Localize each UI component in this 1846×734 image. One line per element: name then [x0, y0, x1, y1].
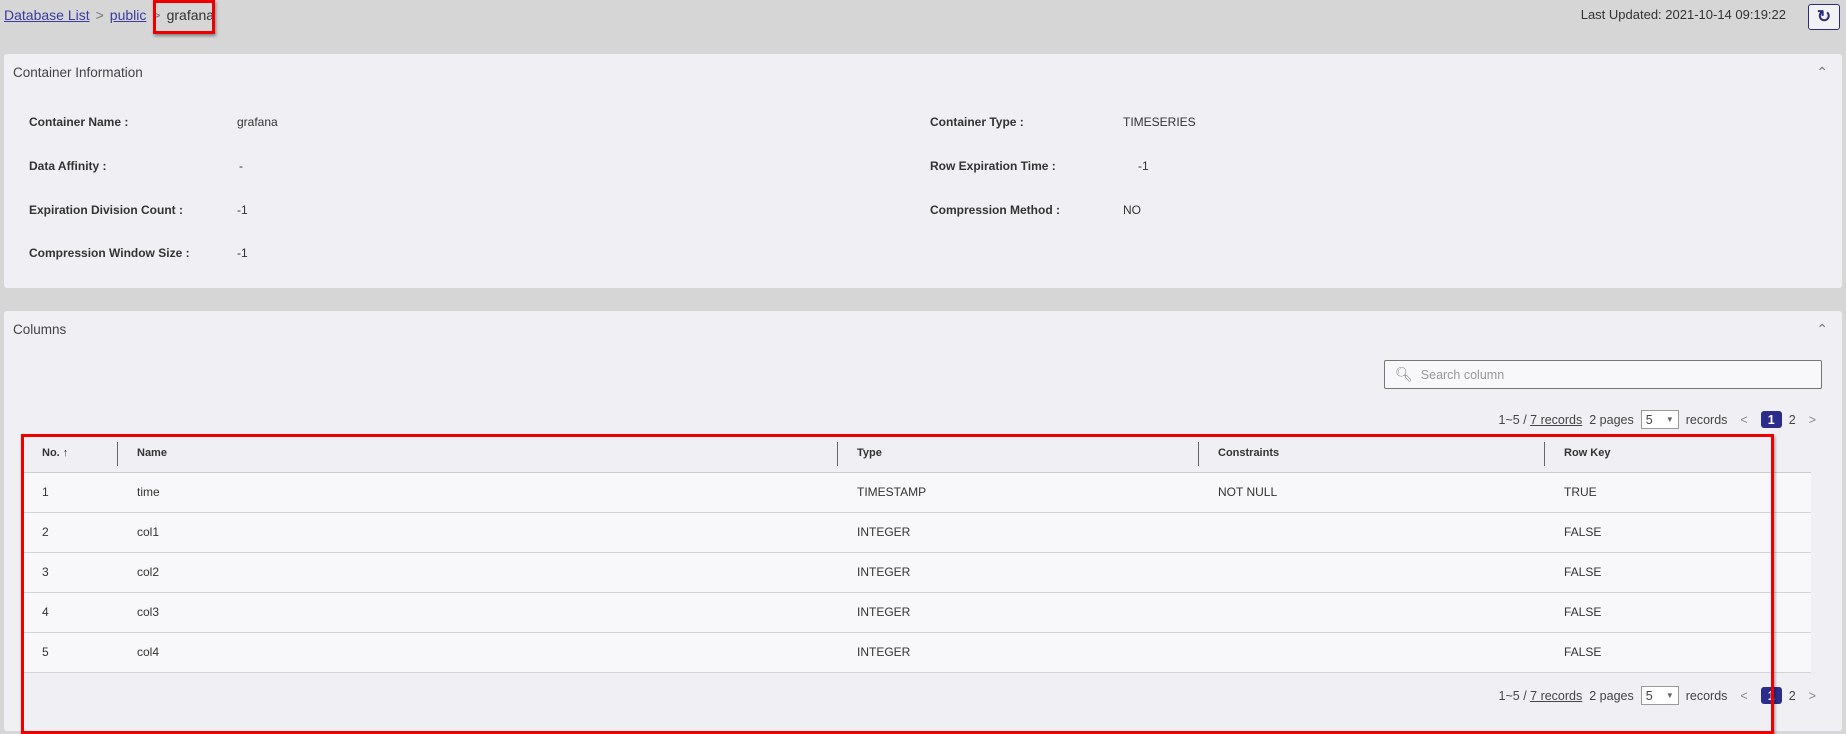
breadcrumb-database-list[interactable]: Database List — [4, 7, 90, 23]
cell-no: 4 — [22, 592, 117, 633]
chevron-right-icon: > — [95, 7, 104, 23]
cell-row-key: TRUE — [1544, 472, 1811, 513]
cell-name: col2 — [117, 552, 837, 593]
page-2-button[interactable]: 2 — [1788, 412, 1796, 427]
breadcrumb-current: grafana — [166, 7, 215, 23]
cell-row-key: FALSE — [1544, 632, 1811, 673]
cell-row-key: FALSE — [1544, 512, 1811, 553]
caret-down-icon: ▼ — [1665, 691, 1674, 700]
header-constraints[interactable]: Constraints — [1198, 435, 1544, 473]
collapse-chevron-icon[interactable]: ⌃ — [1816, 64, 1828, 80]
page-size-select[interactable]: 5 ▼ — [1640, 410, 1679, 429]
search-column-input[interactable]: 🔍︎ Search column — [1384, 360, 1822, 389]
cell-no: 1 — [22, 472, 117, 513]
cell-name: col3 — [117, 592, 837, 633]
field-value: -1 — [237, 203, 248, 217]
search-placeholder: Search column — [1420, 367, 1505, 382]
cell-type: TIMESTAMP — [837, 472, 1198, 513]
cell-constraints — [1198, 512, 1544, 553]
records-label: records — [1685, 412, 1728, 427]
cell-no: 2 — [22, 512, 117, 553]
cell-name: time — [117, 472, 837, 513]
table-row[interactable]: 4 col3 INTEGER FALSE — [22, 592, 1811, 633]
table-row[interactable]: 2 col1 INTEGER FALSE — [22, 512, 1811, 553]
prev-page-icon[interactable]: < — [1740, 412, 1748, 427]
cell-type: INTEGER — [837, 632, 1198, 673]
refresh-button[interactable]: ↻ — [1808, 4, 1840, 30]
next-page-icon[interactable]: > — [1808, 688, 1816, 703]
panel-title: Container Information — [13, 65, 143, 80]
search-icon: 🔍︎ — [1395, 366, 1413, 382]
field-value: -1 — [1138, 159, 1149, 173]
table-row[interactable]: 5 col4 INTEGER FALSE — [22, 632, 1811, 673]
cell-row-key: FALSE — [1544, 552, 1811, 593]
next-page-icon[interactable]: > — [1808, 412, 1816, 427]
page-size-value: 5 — [1645, 412, 1653, 427]
cell-constraints — [1198, 632, 1544, 673]
highlight-box — [21, 434, 1774, 734]
field-label: Row Expiration Time : — [930, 159, 1056, 173]
cell-name: col1 — [117, 512, 837, 553]
cell-no: 3 — [22, 552, 117, 593]
cell-row-key: FALSE — [1544, 592, 1811, 633]
breadcrumb: Database List > public > grafana — [4, 7, 214, 23]
refresh-icon: ↻ — [1816, 7, 1832, 26]
table-row[interactable]: 3 col2 INTEGER FALSE — [22, 552, 1811, 593]
page-count: 2 pages — [1589, 412, 1634, 427]
container-information-panel: Container Information ⌃ Container Name :… — [4, 54, 1842, 288]
records-range: 1~5 / — [1498, 688, 1531, 703]
page-2-button[interactable]: 2 — [1788, 688, 1796, 703]
cell-name: col4 — [117, 632, 837, 673]
collapse-chevron-icon[interactable]: ⌃ — [1816, 321, 1828, 337]
page-size-select[interactable]: 5 ▼ — [1640, 686, 1679, 705]
field-label: Container Type : — [930, 115, 1024, 129]
field-value: TIMESERIES — [1123, 115, 1196, 129]
panel-title: Columns — [13, 322, 67, 337]
header-name[interactable]: Name — [117, 435, 837, 473]
cell-type: INTEGER — [837, 552, 1198, 593]
columns-table: No. ↑ Name Type Constraints Row Key 1 tim… — [22, 435, 1811, 673]
chevron-right-icon: > — [152, 7, 161, 23]
prev-page-icon[interactable]: < — [1740, 688, 1748, 703]
page-size-value: 5 — [1645, 688, 1653, 703]
records-label: records — [1685, 688, 1728, 703]
cell-constraints: NOT NULL — [1198, 472, 1544, 513]
field-label: Data Affinity : — [29, 159, 107, 173]
pagination-top: 1~5 / 7 records 2 pages 5 ▼ records < 1 2… — [1499, 410, 1822, 429]
breadcrumb-public[interactable]: public — [109, 7, 147, 23]
cell-type: INTEGER — [837, 592, 1198, 633]
highlight-box — [153, 0, 215, 34]
cell-constraints — [1198, 592, 1544, 633]
header-no[interactable]: No. ↑ — [22, 435, 117, 473]
pagination-bottom: 1~5 / 7 records 2 pages 5 ▼ records < 1 2… — [1499, 686, 1822, 705]
table-row[interactable]: 1 time TIMESTAMP NOT NULL TRUE — [22, 472, 1811, 513]
records-link[interactable]: 7 records — [1530, 688, 1583, 703]
last-updated: Last Updated: 2021-10-14 09:19:22 — [1580, 7, 1786, 22]
field-value: - — [239, 159, 243, 173]
records-range: 1~5 / — [1498, 412, 1531, 427]
header-row-key[interactable]: Row Key — [1544, 435, 1811, 473]
cell-constraints — [1198, 552, 1544, 593]
field-label: Expiration Division Count : — [29, 203, 184, 217]
page-1-button[interactable]: 1 — [1760, 411, 1782, 428]
cell-no: 5 — [22, 632, 117, 673]
cell-type: INTEGER — [837, 512, 1198, 553]
field-label: Container Name : — [29, 115, 129, 129]
page-count: 2 pages — [1589, 688, 1634, 703]
field-value: grafana — [237, 115, 278, 129]
records-link[interactable]: 7 records — [1530, 412, 1583, 427]
sort-ascending-icon: ↑ — [62, 447, 69, 460]
table-header-row: No. ↑ Name Type Constraints Row Key — [22, 435, 1811, 473]
field-value: -1 — [237, 246, 248, 260]
field-value: NO — [1123, 203, 1141, 217]
caret-down-icon: ▼ — [1665, 415, 1674, 424]
columns-panel: Columns ⌃ 🔍︎ Search column 1~5 / 7 recor… — [4, 311, 1842, 731]
field-label: Compression Window Size : — [29, 246, 190, 260]
field-label: Compression Method : — [930, 203, 1061, 217]
header-type[interactable]: Type — [837, 435, 1198, 473]
